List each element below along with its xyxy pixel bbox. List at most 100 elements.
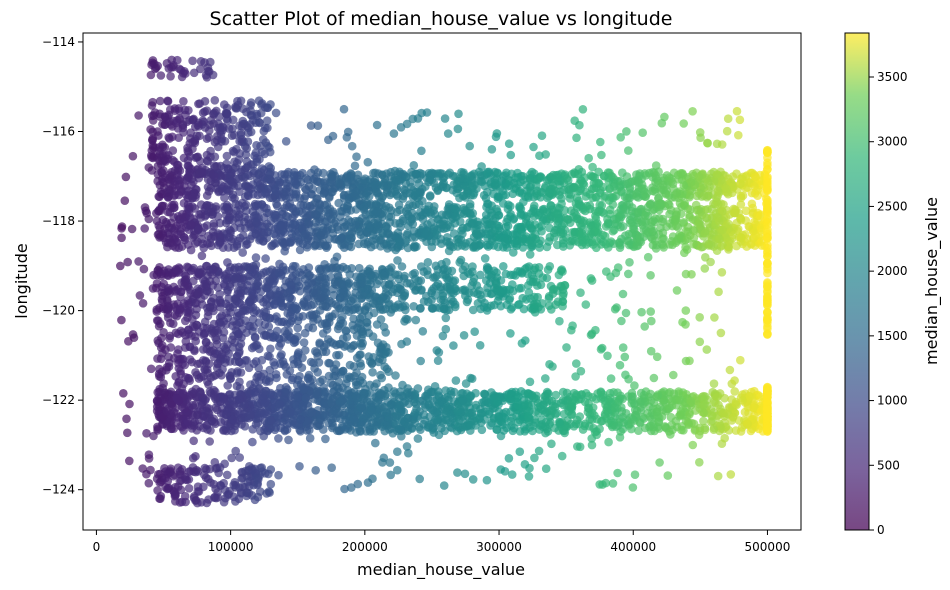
scatter-point [376,389,385,398]
scatter-point [311,240,320,250]
scatter-point [227,177,237,186]
scatter-point [456,174,465,183]
scatter-point [318,168,328,178]
scatter-point [276,271,286,280]
scatter-point [254,344,264,354]
scatter-point [605,388,615,398]
scatter-point [476,170,485,180]
scatter-point [379,181,389,191]
scatter-point [191,368,200,377]
scatter-point [468,305,478,315]
scatter-point [732,169,741,178]
scatter-point [498,285,508,294]
scatter-point [272,199,281,209]
scatter-point [503,221,513,231]
scatter-point [444,170,453,179]
scatter-point [471,388,480,398]
scatter-point [286,280,295,289]
scatter-point [240,217,249,227]
scatter-point [156,372,166,382]
scatter-point [298,208,307,218]
scatter-point [249,189,258,199]
scatter-point [166,343,175,352]
scatter-point [469,188,479,198]
scatter-point [334,198,344,208]
scatter-point [752,186,761,196]
scatter-point [728,230,738,240]
scatter-point [159,201,169,211]
scatter-point [280,204,289,213]
scatter-point [393,191,403,201]
scatter-point [399,185,409,194]
scatter-point [720,412,729,421]
scatter-point [564,407,573,416]
scatter-point [288,417,298,426]
scatter-point [204,409,214,419]
scatter-point [357,214,367,223]
chart-title: Scatter Plot of median_house_value vs lo… [210,8,673,30]
scatter-point [303,374,313,384]
scatter-point [686,178,696,187]
scatter-point [379,271,389,280]
scatter-point [524,411,533,421]
scatter-point [320,284,330,293]
scatter-point [477,294,486,304]
scatter-point [408,201,418,211]
scatter-point [593,228,602,238]
scatter-point [178,209,187,219]
scatter-point [202,191,212,200]
scatter-point [332,426,342,436]
scatter-point [517,224,526,234]
scatter-point [407,214,417,224]
scatter-point [479,191,489,200]
scatter-point [557,199,566,209]
scatter-point [678,404,687,413]
scatter-point [499,262,508,271]
scatter-point [641,211,650,220]
scatter-point [329,290,339,300]
scatter-point [417,169,427,179]
scatter-point [269,229,279,238]
scatter-point [292,304,302,314]
scatter-point [368,368,377,377]
scatter-point [450,229,459,238]
scatter-point [256,270,266,280]
scatter-points [116,55,772,508]
scatter-point [686,205,695,214]
scatter-point [665,173,674,182]
scatter-point [559,242,568,251]
scatter-point [181,271,191,281]
scatter-point [611,422,621,432]
scatter-point [650,187,659,196]
scatter-point [394,234,403,243]
scatter-point [189,276,198,286]
scatter-point [313,293,323,303]
scatter-point [721,233,731,243]
scatter-point [391,219,400,228]
scatter-point [527,240,536,250]
scatter-point [328,187,337,197]
scatter-point [245,321,255,331]
scatter-point [750,217,759,227]
scatter-point [453,242,462,251]
scatter-point [200,396,210,405]
scatter-point [685,410,694,419]
scatter-point [636,418,645,428]
scatter-point [610,225,619,235]
scatter-point [588,393,597,402]
scatter-point [585,218,594,227]
scatter-point [706,241,716,250]
scatter-point [275,342,284,351]
scatter-point [466,421,476,430]
scatter-point [409,302,419,311]
scatter-point [252,218,261,227]
scatter-point [592,179,601,188]
scatter-point [286,237,296,246]
scatter-point [709,425,719,435]
scatter-point [226,374,235,383]
scatter-point [751,172,760,182]
scatter-point [434,172,444,181]
scatter-point [676,169,685,178]
scatter-point [498,186,508,196]
